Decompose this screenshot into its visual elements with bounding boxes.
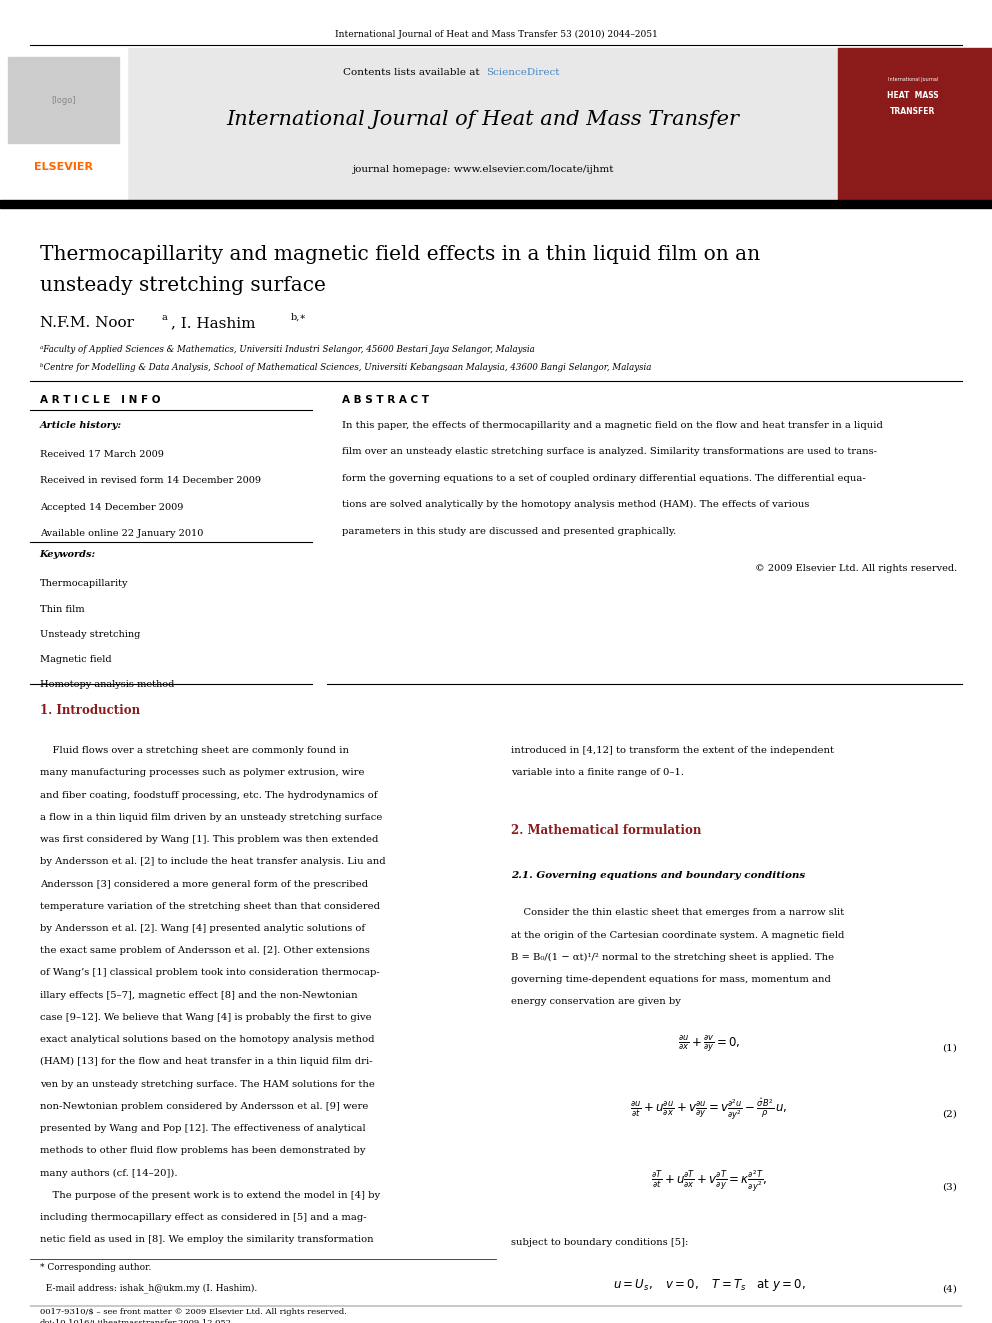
Text: Keywords:: Keywords: (40, 550, 96, 560)
Text: TRANSFER: TRANSFER (890, 107, 935, 115)
Text: Andersson [3] considered a more general form of the prescribed: Andersson [3] considered a more general … (40, 880, 368, 889)
Text: Thin film: Thin film (40, 605, 84, 614)
Text: netic field as used in [8]. We employ the similarity transformation: netic field as used in [8]. We employ th… (40, 1236, 373, 1244)
Text: (4): (4) (942, 1285, 957, 1293)
Text: Homotopy analysis method: Homotopy analysis method (40, 680, 174, 689)
Text: Contents lists available at: Contents lists available at (343, 69, 483, 77)
Text: ᵃFaculty of Applied Sciences & Mathematics, Universiti Industri Selangor, 45600 : ᵃFaculty of Applied Sciences & Mathemati… (40, 345, 535, 353)
Text: illary effects [5–7], magnetic effect [8] and the non-Newtonian: illary effects [5–7], magnetic effect [8… (40, 991, 357, 1000)
Text: Thermocapillarity and magnetic field effects in a thin liquid film on an: Thermocapillarity and magnetic field eff… (40, 245, 760, 263)
Text: introduced in [4,12] to transform the extent of the independent: introduced in [4,12] to transform the ex… (511, 746, 834, 755)
Text: many manufacturing processes such as polymer extrusion, wire: many manufacturing processes such as pol… (40, 769, 364, 778)
Text: at the origin of the Cartesian coordinate system. A magnetic field: at the origin of the Cartesian coordinat… (511, 930, 844, 939)
Text: Received 17 March 2009: Received 17 March 2009 (40, 450, 164, 459)
Text: $\frac{\partial u}{\partial x} + \frac{\partial v}{\partial y} = 0,$: $\frac{\partial u}{\partial x} + \frac{\… (679, 1033, 740, 1053)
Text: The purpose of the present work is to extend the model in [4] by: The purpose of the present work is to ex… (40, 1191, 380, 1200)
Text: unsteady stretching surface: unsteady stretching surface (40, 277, 325, 295)
Text: (1): (1) (942, 1044, 957, 1052)
Text: E-mail address: ishak_h@ukm.my (I. Hashim).: E-mail address: ishak_h@ukm.my (I. Hashi… (40, 1283, 257, 1293)
Text: $\frac{\partial u}{\partial t} + u\frac{\partial u}{\partial x} + v\frac{\partia: $\frac{\partial u}{\partial t} + u\frac{… (631, 1097, 788, 1122)
Text: and fiber coating, foodstuff processing, etc. The hydrodynamics of: and fiber coating, foodstuff processing,… (40, 791, 377, 799)
Bar (0, 48, 127, 201)
Text: Consider the thin elastic sheet that emerges from a narrow slit: Consider the thin elastic sheet that eme… (511, 909, 844, 917)
Text: journal homepage: www.elsevier.com/locate/ijhmt: journal homepage: www.elsevier.com/locat… (352, 165, 614, 173)
Text: of Wang’s [1] classical problem took into consideration thermocap-: of Wang’s [1] classical problem took int… (40, 968, 379, 978)
Text: ᵇCentre for Modelling & Data Analysis, School of Mathematical Sciences, Universi: ᵇCentre for Modelling & Data Analysis, S… (40, 364, 651, 372)
Text: $u = U_s, \quad v = 0, \quad T = T_s \quad \mathrm{at}\ y = 0,$: $u = U_s, \quad v = 0, \quad T = T_s \qu… (613, 1278, 806, 1294)
Text: Received in revised form 14 December 2009: Received in revised form 14 December 200… (40, 476, 261, 486)
Text: governing time-dependent equations for mass, momentum and: governing time-dependent equations for m… (511, 975, 830, 984)
Bar (838, 48, 992, 201)
Text: 2. Mathematical formulation: 2. Mathematical formulation (511, 824, 701, 836)
Text: film over an unsteady elastic stretching surface is analyzed. Similarity transfo: film over an unsteady elastic stretching… (342, 447, 877, 456)
Text: tions are solved analytically by the homotopy analysis method (HAM). The effects: tions are solved analytically by the hom… (342, 500, 809, 509)
Bar (8, 57, 119, 143)
Text: exact analytical solutions based on the homotopy analysis method: exact analytical solutions based on the … (40, 1035, 374, 1044)
Text: , I. Hashim: , I. Hashim (171, 316, 255, 329)
Text: © 2009 Elsevier Ltd. All rights reserved.: © 2009 Elsevier Ltd. All rights reserved… (755, 564, 957, 573)
Text: a flow in a thin liquid film driven by an unsteady stretching surface: a flow in a thin liquid film driven by a… (40, 812, 382, 822)
Text: a: a (162, 314, 168, 321)
Text: Available online 22 January 2010: Available online 22 January 2010 (40, 529, 203, 538)
Text: was first considered by Wang [1]. This problem was then extended: was first considered by Wang [1]. This p… (40, 835, 378, 844)
Text: energy conservation are given by: energy conservation are given by (511, 998, 681, 1007)
Text: presented by Wang and Pop [12]. The effectiveness of analytical: presented by Wang and Pop [12]. The effe… (40, 1125, 365, 1132)
Text: Magnetic field: Magnetic field (40, 655, 111, 664)
Text: including thermocapillary effect as considered in [5] and a mag-: including thermocapillary effect as cons… (40, 1213, 366, 1222)
Text: Article history:: Article history: (40, 421, 122, 430)
Text: variable into a finite range of 0–1.: variable into a finite range of 0–1. (511, 769, 683, 778)
Text: [logo]: [logo] (52, 97, 75, 105)
Text: methods to other fluid flow problems has been demonstrated by: methods to other fluid flow problems has… (40, 1146, 365, 1155)
Text: by Andersson et al. [2]. Wang [4] presented analytic solutions of: by Andersson et al. [2]. Wang [4] presen… (40, 923, 365, 933)
Text: Fluid flows over a stretching sheet are commonly found in: Fluid flows over a stretching sheet are … (40, 746, 348, 755)
Text: b,∗: b,∗ (291, 314, 307, 321)
Text: International Journal of Heat and Mass Transfer 53 (2010) 2044–2051: International Journal of Heat and Mass T… (334, 30, 658, 38)
Text: In this paper, the effects of thermocapillarity and a magnetic field on the flow: In this paper, the effects of thermocapi… (342, 421, 883, 430)
Text: International Journal of Heat and Mass Transfer: International Journal of Heat and Mass T… (226, 110, 740, 128)
Text: Thermocapillarity: Thermocapillarity (40, 579, 128, 589)
Text: Accepted 14 December 2009: Accepted 14 December 2009 (40, 503, 184, 512)
Text: (2): (2) (942, 1110, 957, 1118)
Text: A B S T R A C T: A B S T R A C T (342, 394, 430, 405)
Text: the exact same problem of Andersson et al. [2]. Other extensions: the exact same problem of Andersson et a… (40, 946, 370, 955)
Text: (3): (3) (942, 1183, 957, 1191)
Bar (0, 200, 992, 208)
Text: A R T I C L E   I N F O: A R T I C L E I N F O (40, 394, 160, 405)
Bar (126, 48, 838, 201)
Text: * Corresponding author.: * Corresponding author. (40, 1263, 151, 1273)
Text: (HAM) [13] for the flow and heat transfer in a thin liquid film dri-: (HAM) [13] for the flow and heat transfe… (40, 1057, 372, 1066)
Text: subject to boundary conditions [5]:: subject to boundary conditions [5]: (511, 1238, 688, 1246)
Text: ScienceDirect: ScienceDirect (486, 69, 559, 77)
Text: doi:10.1016/j.ijheatmasstransfer.2009.12.052: doi:10.1016/j.ijheatmasstransfer.2009.12… (40, 1319, 232, 1323)
Text: temperature variation of the stretching sheet than that considered: temperature variation of the stretching … (40, 902, 380, 910)
Text: ELSEVIER: ELSEVIER (34, 161, 93, 172)
Text: HEAT  MASS: HEAT MASS (887, 91, 938, 99)
Text: many authors (cf. [14–20]).: many authors (cf. [14–20]). (40, 1168, 178, 1177)
Text: 1. Introduction: 1. Introduction (40, 704, 140, 717)
Text: $\frac{\partial T}{\partial t} + u\frac{\partial T}{\partial x} + v\frac{\partia: $\frac{\partial T}{\partial t} + u\frac{… (651, 1170, 768, 1195)
Text: 2.1. Governing equations and boundary conditions: 2.1. Governing equations and boundary co… (511, 872, 806, 880)
Text: 0017-9310/$ – see front matter © 2009 Elsevier Ltd. All rights reserved.: 0017-9310/$ – see front matter © 2009 El… (40, 1308, 346, 1316)
Text: N.F.M. Noor: N.F.M. Noor (40, 316, 134, 329)
Text: non-Newtonian problem considered by Andersson et al. [9] were: non-Newtonian problem considered by Ande… (40, 1102, 368, 1111)
Text: case [9–12]. We believe that Wang [4] is probably the first to give: case [9–12]. We believe that Wang [4] is… (40, 1013, 371, 1021)
Text: B = B₀/(1 − αt)¹/² normal to the stretching sheet is applied. The: B = B₀/(1 − αt)¹/² normal to the stretch… (511, 953, 834, 962)
Text: Unsteady stretching: Unsteady stretching (40, 630, 140, 639)
Text: ven by an unsteady stretching surface. The HAM solutions for the: ven by an unsteady stretching surface. T… (40, 1080, 375, 1089)
Text: International Journal: International Journal (888, 77, 937, 82)
Text: by Andersson et al. [2] to include the heat transfer analysis. Liu and: by Andersson et al. [2] to include the h… (40, 857, 385, 867)
Text: form the governing equations to a set of coupled ordinary differential equations: form the governing equations to a set of… (342, 474, 866, 483)
Text: parameters in this study are discussed and presented graphically.: parameters in this study are discussed a… (342, 527, 677, 536)
